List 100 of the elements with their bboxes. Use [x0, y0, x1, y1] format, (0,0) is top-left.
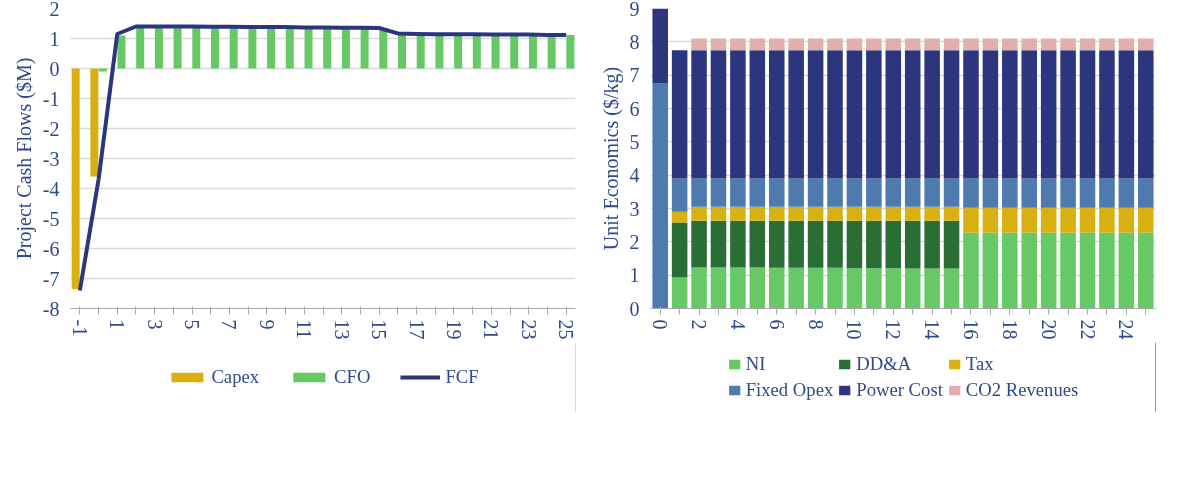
bar	[652, 83, 668, 309]
bar	[904, 220, 921, 269]
line-series	[77, 24, 569, 293]
bar	[710, 220, 727, 268]
bar	[90, 68, 99, 177]
bar	[710, 38, 727, 51]
bar	[866, 178, 882, 207]
bar	[943, 50, 960, 179]
y-tick-label: -3	[42, 147, 60, 170]
x-tick-label: 21	[480, 319, 503, 340]
bar	[827, 206, 843, 221]
bar	[566, 34, 575, 69]
x-tick-label: 25	[555, 319, 578, 340]
bar	[710, 178, 727, 207]
y-tick-label: 7	[629, 64, 640, 87]
legend-label: CFO	[334, 366, 371, 388]
bar	[963, 38, 979, 51]
bar	[1099, 178, 1115, 208]
bar	[788, 178, 804, 207]
x-tick-label: 3	[143, 319, 166, 330]
y-tick-label: 9	[629, 0, 640, 20]
bar	[323, 27, 332, 69]
bar	[827, 220, 843, 268]
bar	[904, 206, 921, 221]
bar	[398, 34, 407, 69]
bar	[924, 220, 940, 269]
bar	[1021, 50, 1038, 179]
bar	[510, 34, 519, 69]
bar	[846, 268, 863, 309]
y-tick-label: -7	[42, 267, 60, 290]
y-tick-label: 1	[49, 27, 60, 50]
bar	[1060, 50, 1076, 179]
bar	[982, 207, 999, 233]
bar	[1099, 232, 1115, 309]
x-tick-label: 16	[959, 319, 982, 340]
bar	[691, 38, 707, 51]
bar	[1118, 50, 1135, 179]
bar	[885, 206, 902, 221]
bar	[924, 206, 940, 221]
bar	[924, 268, 940, 309]
bar	[1099, 50, 1115, 179]
y-tick-label: -4	[42, 177, 60, 200]
bar	[547, 34, 556, 69]
bar	[924, 38, 940, 51]
legend-label: NI	[745, 353, 766, 375]
bar	[1060, 178, 1076, 208]
bar	[267, 27, 276, 69]
bar	[1138, 38, 1154, 51]
legend-label: CO2 Revenues	[965, 379, 1079, 401]
bar	[943, 220, 960, 269]
bar	[1118, 38, 1135, 51]
y-tick-label: 8	[629, 30, 640, 53]
bar	[885, 220, 902, 269]
bar	[1002, 38, 1018, 51]
bar	[730, 267, 746, 309]
bar	[982, 232, 999, 309]
bar	[885, 38, 902, 51]
y-axis-title: Unit Economics ($/kg)	[599, 66, 623, 251]
bar	[360, 27, 369, 69]
bar	[1040, 232, 1057, 309]
bar	[691, 178, 707, 207]
bar	[671, 277, 688, 309]
x-tick-label: 7	[218, 319, 241, 330]
bar	[982, 38, 999, 51]
y-tick-label: 0	[49, 57, 60, 80]
bar	[749, 178, 766, 207]
bar	[982, 178, 999, 208]
y-tick-label: 6	[629, 97, 640, 120]
y-axis-title: Project Cash Flows ($M)	[12, 57, 36, 260]
bar	[807, 206, 824, 221]
bar	[671, 178, 688, 212]
x-tick-label: 0	[649, 319, 672, 330]
bar	[768, 50, 785, 179]
x-tick-label: 22	[1076, 319, 1099, 340]
bar	[379, 28, 388, 69]
y-tick-label: 4	[629, 164, 640, 187]
bar	[671, 50, 688, 179]
bar	[768, 178, 785, 207]
bar	[943, 178, 960, 207]
y-tick-label: 3	[629, 197, 640, 220]
bar	[1138, 232, 1154, 309]
bar	[730, 38, 746, 51]
bar	[472, 34, 481, 69]
bar	[1138, 178, 1154, 208]
bar	[1079, 178, 1096, 208]
bar	[1021, 178, 1038, 208]
bar	[904, 50, 921, 179]
bar	[710, 206, 727, 221]
bar	[192, 26, 201, 69]
bar	[1040, 50, 1057, 179]
bar	[846, 38, 863, 51]
legend-label: Fixed Opex	[745, 379, 834, 401]
bar	[1060, 232, 1076, 309]
bar	[827, 50, 843, 179]
bar	[866, 268, 882, 309]
x-tick-label: 1	[106, 319, 129, 330]
bar	[963, 50, 979, 179]
bar	[304, 27, 313, 69]
bar	[691, 220, 707, 268]
bar	[1099, 38, 1115, 51]
